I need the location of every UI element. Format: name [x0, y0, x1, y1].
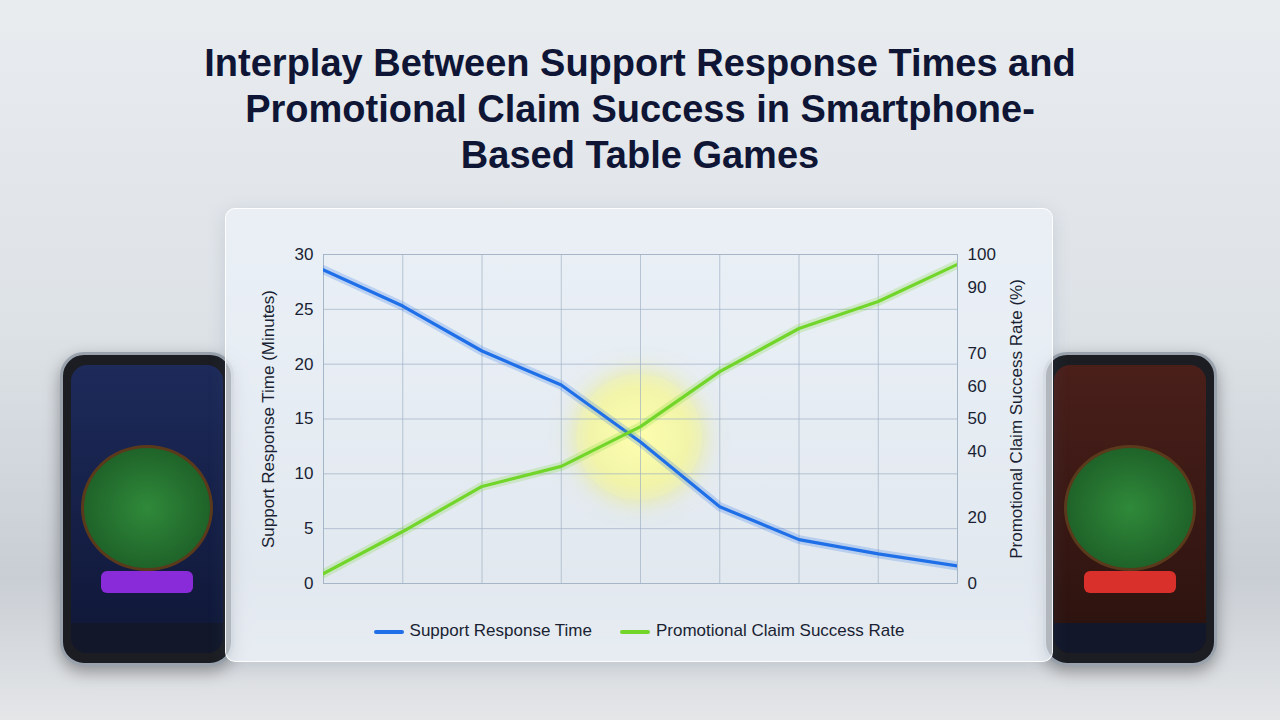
- svg-text:30: 30: [295, 245, 314, 264]
- svg-text:90: 90: [968, 278, 987, 297]
- html-text:Promotional Claim Success Rate: Promotional Claim Success Rate: [656, 621, 905, 640]
- svg-text:Promotional Claim Success Rate: Promotional Claim Success Rate (%): [1007, 279, 1026, 559]
- svg-text:20: 20: [968, 508, 987, 527]
- svg-text:0: 0: [968, 574, 977, 593]
- svg-text:25: 25: [295, 300, 314, 319]
- svg-text:5: 5: [304, 519, 313, 538]
- html-text:Support Response Time: Support Response Time: [409, 621, 592, 640]
- svg-text:Support Response Time (Minutes: Support Response Time (Minutes): [259, 290, 278, 548]
- svg-text:70: 70: [968, 344, 987, 363]
- svg-text:10: 10: [295, 464, 314, 483]
- svg-text:60: 60: [968, 377, 987, 396]
- svg-text:50: 50: [968, 409, 987, 428]
- svg-text:20: 20: [295, 355, 314, 374]
- svg-text:0: 0: [304, 574, 313, 593]
- svg-text:15: 15: [295, 409, 314, 428]
- svg-text:40: 40: [968, 442, 987, 461]
- html-text:Interplay Between Support Resp: Interplay Between Support Response Times…: [204, 42, 1076, 176]
- svg-text:100: 100: [968, 245, 996, 264]
